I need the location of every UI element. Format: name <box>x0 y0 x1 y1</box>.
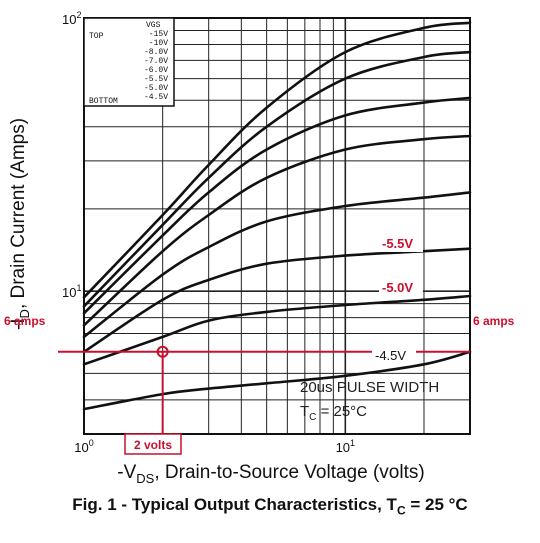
tick-labels: 100 101 101 102 <box>62 10 355 455</box>
curve-label-background <box>379 236 423 252</box>
series-line <box>82 134 472 327</box>
curve-label: -5.0V <box>382 280 413 295</box>
legend-entry: -4.5V <box>144 93 168 102</box>
legend-entry: -15V <box>149 30 168 39</box>
legend-entries: -15V-10V-8.0V-7.0V-6.0V-5.5V-5.0V-4.5V <box>144 30 168 102</box>
current-label-right: 6 amps <box>473 314 515 328</box>
plot-frame <box>83 17 471 435</box>
legend-top-label: TOP <box>89 32 104 41</box>
legend-bottom-label: BOTTOM <box>89 97 118 106</box>
curve-label-background <box>372 348 416 364</box>
x-tick-label: 101 <box>336 438 355 455</box>
y-tick-label: 102 <box>62 10 81 27</box>
curves <box>82 21 472 411</box>
series-line <box>82 50 472 308</box>
pulse-width-note: 20us PULSE WIDTH <box>300 379 439 396</box>
voltage-label-box <box>124 433 182 455</box>
legend-entry: -10V <box>149 39 168 48</box>
series-line <box>82 96 472 315</box>
annotation-overlay: 6 amps 6 amps 2 volts <box>4 314 515 455</box>
curve-label: -4.5V <box>375 348 406 363</box>
legend-box <box>83 17 175 107</box>
current-label-left: 6 amps <box>4 314 46 328</box>
legend-header: VGS <box>146 21 161 30</box>
series-line <box>82 21 472 299</box>
series-line <box>82 294 472 366</box>
x-axis-label: -VDS, Drain-to-Source Voltage (volts) <box>117 462 424 486</box>
case-temperature-note: TC = 25°C <box>300 403 367 423</box>
voltage-label: 2 volts <box>134 438 172 452</box>
curve-label: -5.5V <box>382 236 413 251</box>
legend-entry: -5.0V <box>144 84 168 93</box>
series-line <box>82 191 472 339</box>
y-tick-label: 101 <box>62 283 81 300</box>
series-line <box>82 247 472 354</box>
legend-entry: -7.0V <box>144 57 168 66</box>
legend: VGS TOP BOTTOM -15V-10V-8.0V-7.0V-6.0V-5… <box>83 17 175 107</box>
legend-entry: -6.0V <box>144 66 168 75</box>
x-tick-label: 100 <box>74 438 93 455</box>
y-axis-label: -ID, Drain Current (Amps) <box>8 118 32 330</box>
legend-entry: -8.0V <box>144 48 168 57</box>
curve-labels: -5.5V -5.0V -4.5V <box>372 236 423 364</box>
curve-label-background <box>379 280 423 296</box>
figure-caption: Fig. 1 - Typical Output Characteristics,… <box>72 495 468 518</box>
legend-entry: -5.5V <box>144 75 168 84</box>
pulse-note: 20us PULSE WIDTH TC = 25°C <box>300 379 439 423</box>
operating-point-marker <box>156 345 169 358</box>
